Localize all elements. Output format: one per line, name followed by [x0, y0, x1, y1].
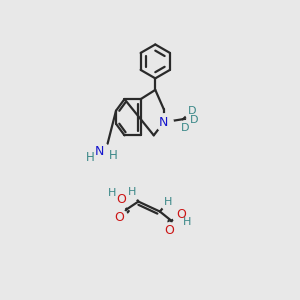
Text: H: H [183, 217, 191, 227]
Text: D: D [188, 106, 196, 116]
Text: H: H [164, 197, 172, 207]
Text: H: H [86, 151, 95, 164]
Text: N: N [95, 145, 104, 158]
Text: O: O [114, 211, 124, 224]
Text: N: N [159, 116, 168, 129]
Text: D: D [190, 115, 198, 125]
Text: H: H [128, 187, 136, 197]
Text: O: O [116, 193, 126, 206]
Text: O: O [164, 224, 174, 237]
Text: D: D [181, 123, 190, 134]
Text: H: H [108, 188, 116, 198]
Text: O: O [176, 208, 186, 221]
Text: H: H [109, 149, 117, 162]
